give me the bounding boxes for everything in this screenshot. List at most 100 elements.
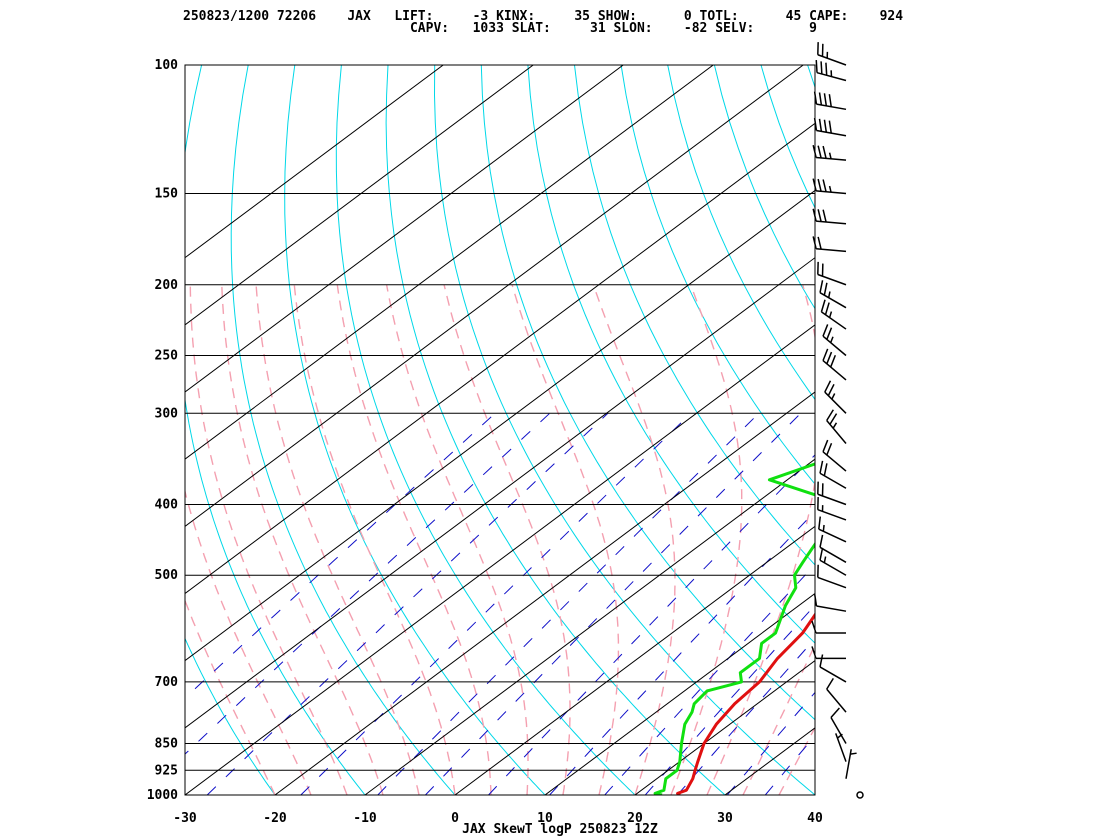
pressure-tick-label: 500 bbox=[155, 568, 179, 583]
temperature-tick-label: 20 bbox=[627, 811, 643, 826]
mixing-ratio-line bbox=[604, 563, 815, 795]
dry-adiabat-line bbox=[901, 65, 1120, 795]
moist-adiabat-line bbox=[511, 284, 620, 795]
isotherm-line bbox=[185, 65, 714, 460]
temperature-tick-label: 30 bbox=[717, 811, 733, 826]
mixing-ratio-line bbox=[644, 604, 815, 795]
isotherm-line bbox=[185, 65, 444, 259]
isotherm-line bbox=[185, 324, 815, 795]
moist-adiabats bbox=[185, 284, 815, 795]
wind-barb bbox=[812, 145, 847, 161]
isotherm-line bbox=[274, 391, 815, 795]
dry-adiabat-line bbox=[527, 65, 815, 644]
dry-adiabat-line bbox=[947, 65, 1120, 795]
wind-barb bbox=[812, 208, 847, 225]
dry-adiabats bbox=[185, 65, 1120, 795]
isotherm-line bbox=[185, 122, 815, 595]
pressure-tick-labels: 100 150 200 250 300 400 500 700 850 925 1000 bbox=[147, 58, 178, 803]
temperature-tick-label: -20 bbox=[263, 811, 287, 826]
mixing-ratio-line bbox=[726, 691, 815, 795]
wind-barb bbox=[822, 324, 847, 357]
moist-adiabat-line bbox=[592, 284, 676, 795]
isotherm-line bbox=[544, 592, 815, 795]
isotherm-line bbox=[185, 257, 815, 729]
mixing-ratio-line bbox=[425, 412, 802, 795]
isotherm-line bbox=[364, 458, 815, 795]
moist-adiabat-line bbox=[189, 284, 348, 795]
moist-adiabat-line bbox=[255, 284, 420, 795]
wind-barb bbox=[812, 178, 847, 195]
sounding-traces bbox=[653, 462, 815, 795]
dry-adiabat-line bbox=[1041, 65, 1120, 795]
temperature-tick-label: 10 bbox=[537, 811, 553, 826]
wind-barb bbox=[819, 280, 847, 309]
isotherm-line bbox=[185, 65, 534, 326]
moist-adiabat-line bbox=[443, 284, 571, 795]
isotherm-line bbox=[814, 794, 815, 795]
wind-barb bbox=[819, 460, 847, 489]
dry-adiabat-line bbox=[994, 65, 1120, 795]
wind-barb bbox=[812, 236, 847, 253]
mixing-ratio-line bbox=[206, 412, 609, 795]
temperature-tick-label: -30 bbox=[173, 811, 197, 826]
mixing-ratio-line bbox=[677, 637, 815, 795]
mixing-ratio-line bbox=[488, 454, 815, 795]
moist-adiabat-line bbox=[670, 284, 743, 795]
pressure-tick-label: 300 bbox=[155, 406, 179, 421]
moist-adiabat-line bbox=[706, 284, 815, 795]
wind-barb bbox=[856, 791, 864, 799]
wind-barb bbox=[824, 380, 847, 414]
wind-barb bbox=[845, 749, 857, 779]
wind-barb bbox=[819, 547, 847, 576]
pressure-tick-label: 150 bbox=[155, 187, 179, 202]
pressure-tick-label: 250 bbox=[155, 348, 179, 363]
wind-barb bbox=[835, 733, 847, 762]
wind-barb bbox=[813, 91, 847, 111]
wind-barb bbox=[815, 60, 847, 82]
pressure-tick-label: 850 bbox=[155, 736, 179, 751]
temperature-tick-labels: -30 -20 -10 0 10 20 30 40 bbox=[173, 811, 823, 826]
moist-adiabat-line bbox=[385, 284, 529, 795]
wind-barb bbox=[813, 117, 847, 137]
mixing-ratio-line bbox=[185, 412, 496, 699]
isotherm-line bbox=[185, 65, 624, 393]
dry-adiabat-line bbox=[854, 65, 1120, 795]
mixing-ratio-line bbox=[549, 510, 815, 795]
pressure-tick-label: 700 bbox=[155, 675, 179, 690]
isotherm-line bbox=[634, 660, 815, 795]
header-line-1: 250823/1200 72206 JAX LIFT: -3 KINX: 35 … bbox=[183, 9, 904, 24]
wind-barb bbox=[830, 707, 847, 744]
wind-barb bbox=[826, 409, 847, 444]
isotherm-line bbox=[185, 189, 815, 662]
temperature-tick-label: 40 bbox=[807, 811, 823, 826]
wind-barbs bbox=[811, 42, 864, 799]
mixing-ratio-line bbox=[300, 412, 692, 795]
isotherm-line bbox=[185, 65, 804, 527]
pressure-tick-label: 925 bbox=[155, 763, 178, 778]
wind-barb bbox=[826, 677, 847, 713]
isotherm-line bbox=[724, 727, 815, 795]
wind-barb bbox=[820, 299, 847, 330]
chart-title: JAX SkewT logP 250823 12Z bbox=[462, 822, 658, 837]
dry-adiabat-line bbox=[807, 65, 815, 89]
pressure-tick-label: 400 bbox=[155, 498, 179, 513]
moist-adiabat-line bbox=[185, 488, 312, 795]
moist-adiabat-line bbox=[221, 284, 384, 795]
temperature-tick-label: -10 bbox=[353, 811, 377, 826]
temperature-trace bbox=[676, 612, 815, 795]
wind-barb bbox=[813, 593, 847, 612]
dewpoint-trace bbox=[653, 462, 815, 795]
dry-adiabat-line bbox=[620, 65, 815, 485]
dry-adiabat-line bbox=[1087, 65, 1120, 795]
temperature-tick-label: 0 bbox=[451, 811, 459, 826]
wind-barb bbox=[817, 481, 847, 506]
dry-adiabat-line bbox=[480, 65, 815, 721]
dry-adiabat-line bbox=[284, 65, 546, 795]
wind-barb bbox=[817, 564, 847, 589]
mixing-ratio-lines bbox=[185, 412, 815, 795]
wind-barb bbox=[811, 620, 846, 634]
pressure-tick-label: 100 bbox=[155, 58, 179, 73]
wind-barb bbox=[819, 534, 847, 563]
wind-barb bbox=[817, 261, 847, 286]
